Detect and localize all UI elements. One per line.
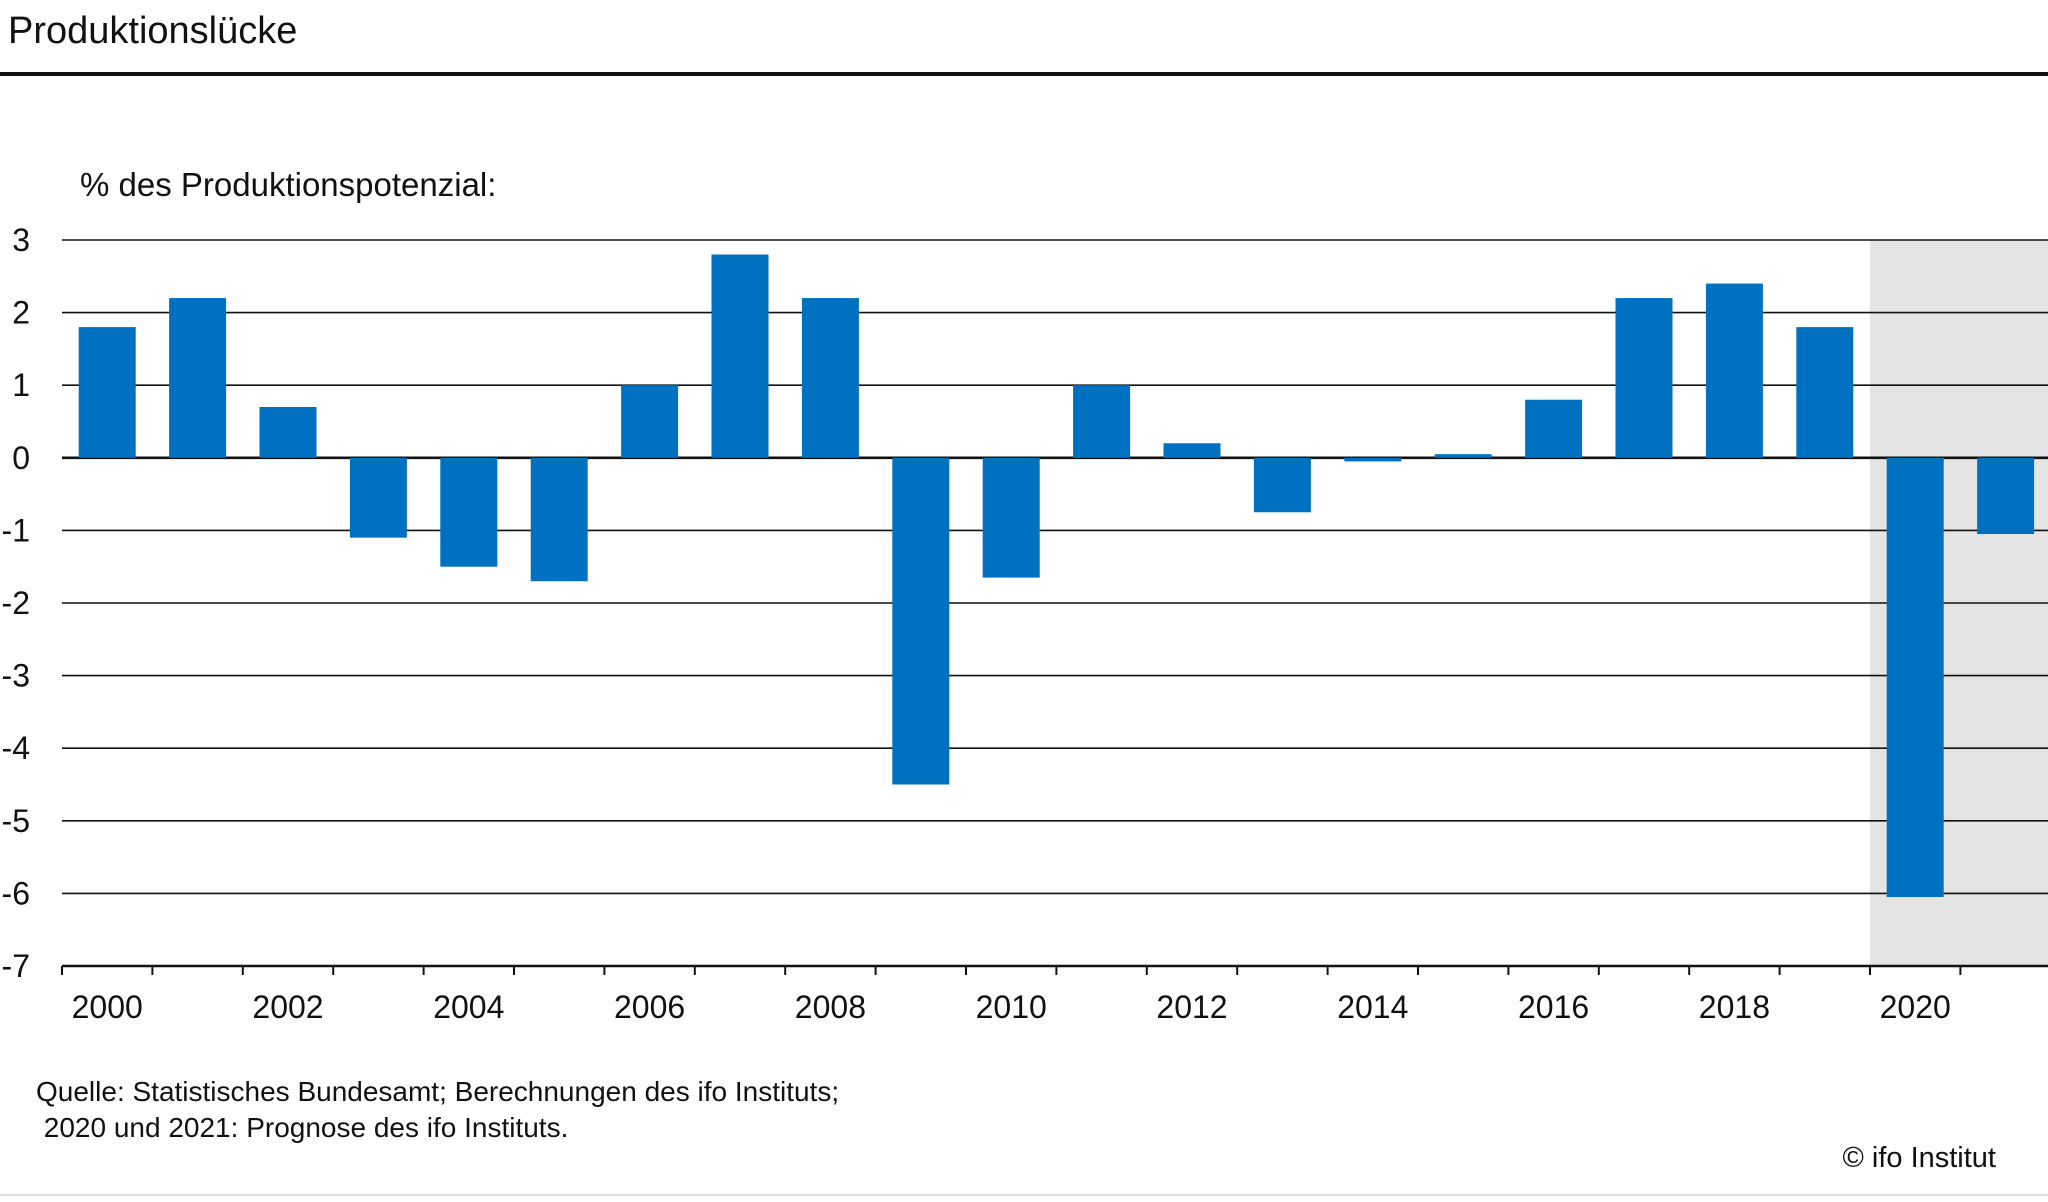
- bar-layer: [78, 254, 2035, 898]
- bar-2012: [1163, 443, 1221, 458]
- x-tick-label: 2000: [72, 989, 143, 1025]
- y-tick-label: -3: [2, 658, 30, 694]
- bar-2000: [78, 327, 136, 458]
- source-note: Quelle: Statistisches Bundesamt; Berechn…: [36, 1074, 839, 1146]
- x-tick-label: 2016: [1518, 989, 1589, 1025]
- bar-2008: [801, 298, 859, 458]
- bar-2020: [1886, 457, 1944, 898]
- bar-2016: [1525, 399, 1583, 458]
- x-tick-label: 2010: [976, 989, 1047, 1025]
- bar-2015: [1434, 454, 1492, 458]
- y-tick-label: 1: [12, 367, 30, 403]
- y-tick-label: 2: [12, 295, 30, 331]
- bar-2003: [349, 457, 407, 538]
- bar-2010: [982, 457, 1040, 578]
- bar-2005: [530, 457, 588, 582]
- x-tick-label: 2006: [614, 989, 685, 1025]
- y-tick-label: -7: [2, 948, 30, 984]
- x-tick-label: 2002: [252, 989, 323, 1025]
- y-axis-label: % des Produktionspotenzial:: [80, 166, 497, 203]
- x-tick-label: 2004: [433, 989, 504, 1025]
- copyright-text: © ifo Institut: [1842, 1142, 1996, 1174]
- bar-2002: [259, 406, 317, 458]
- y-tick-label: -5: [2, 803, 30, 839]
- bar-2011: [1073, 385, 1131, 458]
- source-line-2: 2020 und 2021: Prognose des ifo Institut…: [36, 1112, 569, 1143]
- bar-2018: [1705, 283, 1763, 458]
- bar-2019: [1796, 327, 1854, 458]
- y-tick-label: -4: [2, 730, 30, 766]
- y-tick-label: -1: [2, 512, 30, 548]
- x-tick-label: 2014: [1337, 989, 1408, 1025]
- bar-2017: [1615, 298, 1673, 458]
- bar-2001: [169, 298, 227, 458]
- y-tick-label: 0: [12, 440, 30, 476]
- bar-2004: [440, 457, 498, 567]
- source-line-1: Quelle: Statistisches Bundesamt; Berechn…: [36, 1076, 840, 1107]
- bottom-divider: [0, 1194, 2048, 1196]
- bar-2013: [1253, 457, 1311, 513]
- y-tick-label: -6: [2, 875, 30, 911]
- x-tick-label: 2018: [1699, 989, 1770, 1025]
- bar-2009: [892, 457, 950, 785]
- axis-layer: 2000 2002 2004 2006 2008 2010 2012 2014 2016 2018…: [61, 966, 1962, 1025]
- title-divider: [0, 72, 2048, 76]
- y-tick-label: 3: [12, 222, 30, 258]
- x-tick-label: 2008: [795, 989, 866, 1025]
- bar-2007: [711, 254, 769, 458]
- x-tick-label: 2012: [1156, 989, 1227, 1025]
- page-title: Produktionslücke: [8, 10, 298, 52]
- bar-2006: [621, 385, 679, 458]
- x-tick-label: 2020: [1880, 989, 1951, 1025]
- bar-2021: [1977, 457, 2035, 535]
- y-tick-label: -2: [2, 585, 30, 621]
- bar-2014: [1344, 457, 1402, 462]
